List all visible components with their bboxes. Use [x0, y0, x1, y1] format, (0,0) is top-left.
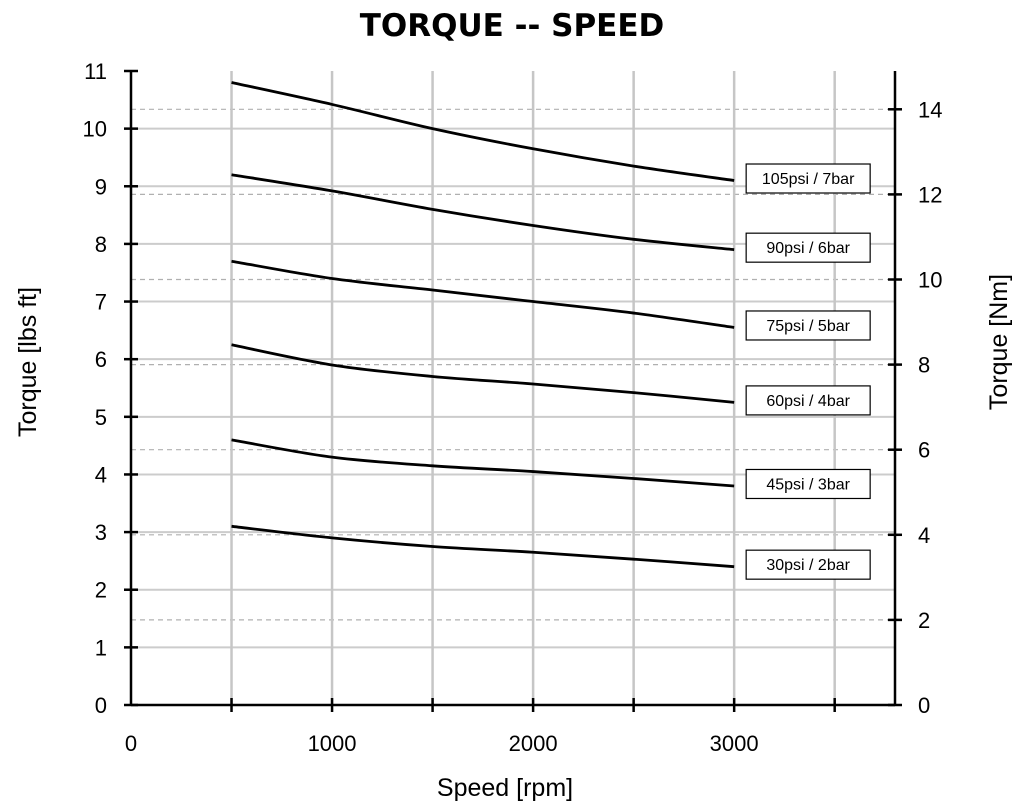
- y2-tick-label: 14: [918, 97, 942, 122]
- series-line-1: [231, 81, 735, 182]
- series-line-4: [231, 343, 735, 404]
- series-label: 45psi / 3bar: [766, 476, 850, 493]
- chart-title: TORQUE -- SPEED: [359, 8, 665, 44]
- x-tick-label: 2000: [509, 731, 558, 756]
- y-tick-label: 4: [95, 462, 107, 487]
- series-label: 30psi / 2bar: [766, 557, 850, 574]
- series-label-box: [745, 232, 871, 263]
- series-label-box: [745, 385, 871, 416]
- series-label-box: [745, 468, 871, 500]
- x-tick-label: 1000: [308, 731, 357, 756]
- y2-tick-label: 0: [918, 693, 930, 718]
- y-axis-title: Torque [lbs ft]: [14, 287, 42, 437]
- y2-tick-label: 10: [918, 267, 942, 292]
- y-tick-label: 11: [84, 59, 107, 84]
- x-axis-title: Speed [rpm]: [437, 774, 573, 802]
- y-tick-label: 5: [95, 405, 107, 430]
- series-label: 60psi / 4bar: [766, 393, 850, 410]
- series-line-3: [231, 259, 735, 329]
- series-label: 105psi / 7bar: [762, 171, 855, 188]
- series-label-box: [745, 549, 871, 580]
- y-tick-label: 9: [95, 174, 107, 199]
- y-tick-label: 7: [95, 290, 107, 315]
- y-tick-label: 10: [83, 117, 107, 142]
- y2-tick-label: 8: [918, 353, 930, 378]
- series-label: 75psi / 5bar: [766, 318, 850, 335]
- y-tick-label: 3: [95, 520, 107, 545]
- y2-tick-label: 6: [918, 438, 930, 463]
- series-label: 90psi / 6bar: [766, 240, 850, 257]
- y-tick-label: 1: [95, 635, 107, 660]
- y2-axis-title: Torque [Nm]: [985, 274, 1013, 410]
- y2-tick-label: 12: [918, 182, 942, 207]
- series-line-2: [231, 173, 735, 252]
- y2-tick-label: 2: [918, 608, 930, 633]
- y-tick-label: 6: [95, 347, 107, 372]
- series-line-6: [231, 524, 735, 569]
- y-tick-label: 2: [95, 578, 107, 603]
- y-tick-label: 8: [95, 232, 107, 257]
- series-label-box: [745, 163, 871, 194]
- y-tick-label: 0: [95, 693, 107, 718]
- series-line-5: [231, 438, 735, 488]
- series-label-box: [745, 310, 871, 341]
- x-tick-label: 3000: [710, 731, 759, 756]
- x-tick-label: 0: [125, 731, 137, 756]
- y2-tick-label: 4: [918, 523, 930, 548]
